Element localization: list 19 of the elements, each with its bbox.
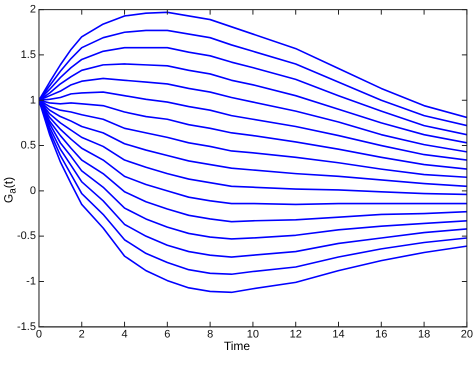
y-tick-label: 0.5 [20,140,36,152]
x-axis-title: Time [222,339,252,353]
x-tick-label: 16 [375,328,388,340]
y-tick-label: -1 [26,276,36,288]
y-tick-label: -0.5 [16,230,36,242]
y-tick-label: 0 [30,184,36,197]
y-tick-label: 2 [30,4,36,16]
x-tick-label: 18 [418,328,430,340]
y-tick-label: 1.5 [20,48,36,61]
x-tick-label: 14 [332,328,345,340]
x-tick-label: 4 [121,328,128,340]
x-tick-label: 6 [164,328,170,340]
x-tick-label: 10 [246,328,260,340]
y-tick-label: -1.5 [16,320,36,333]
x-tick-label: 12 [290,328,302,340]
x-tick-label: 2 [78,328,85,340]
x-tick-label: 20 [460,328,474,340]
y-tick-label: 1 [30,94,36,106]
x-tick-label: 8 [207,328,214,340]
